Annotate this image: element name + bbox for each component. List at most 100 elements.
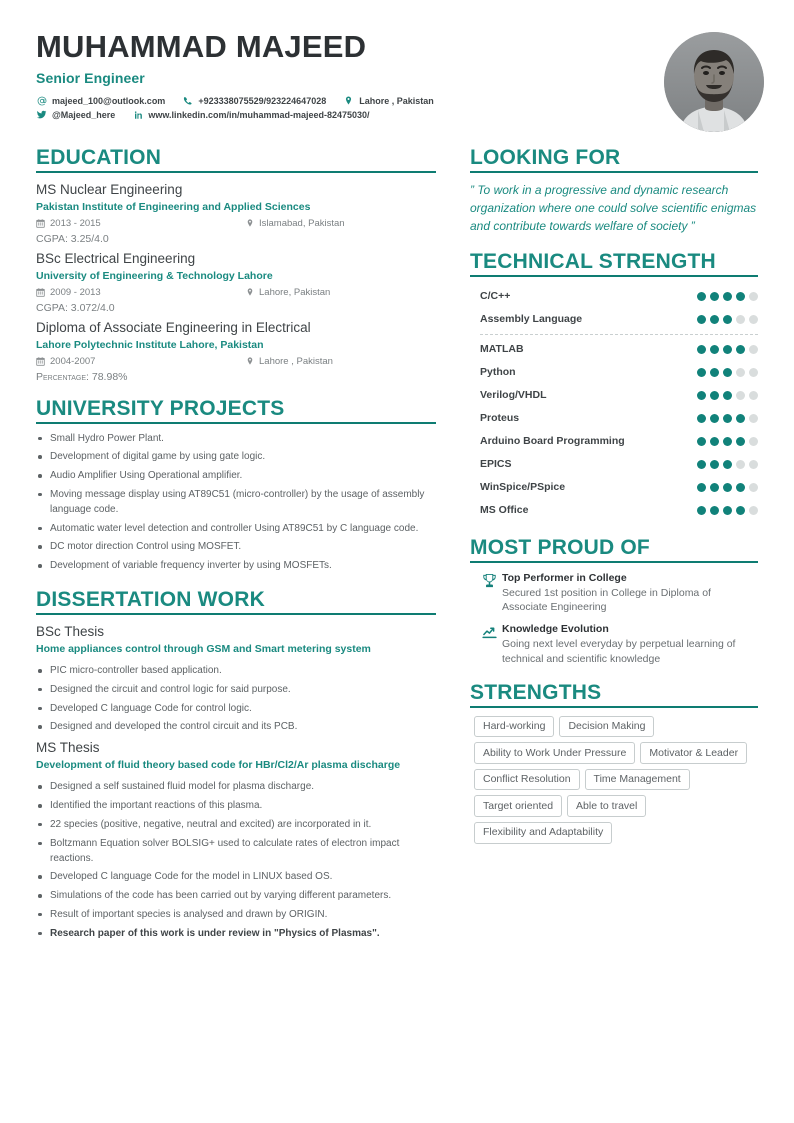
proud-title: Top Performer in College xyxy=(502,571,627,584)
rating-dot xyxy=(736,436,745,446)
education-location: Islamabad, Pakistan xyxy=(246,218,345,229)
rating-dot xyxy=(736,314,745,324)
education-date-text: 2009 - 2013 xyxy=(50,286,101,298)
list-item: Designed and developed the control circu… xyxy=(36,720,436,735)
proud-body: Knowledge Evolution Going next level eve… xyxy=(502,622,758,667)
skill-row: Arduino Board Programming xyxy=(470,430,758,453)
rating-dot xyxy=(710,505,719,515)
thesis-title: BSc Thesis xyxy=(36,623,105,639)
rating-dot xyxy=(697,314,706,324)
list-item: 22 species (positive, negative, neutral … xyxy=(36,818,436,833)
rating-dot xyxy=(749,314,758,324)
dissertation-entry: BSc Thesis Home appliances control throu… xyxy=(36,623,436,735)
chart-line-icon xyxy=(476,622,502,639)
location-pin-icon xyxy=(246,287,254,297)
rating-dot xyxy=(697,367,706,377)
rating-dot xyxy=(736,505,745,515)
section-strengths: STRENGTHS Hard-working Decision Making A… xyxy=(470,681,758,849)
strengths-tag-list: Hard-working Decision Making Ability to … xyxy=(470,715,758,849)
skill-label: MATLAB xyxy=(480,343,524,356)
contact-twitter[interactable]: @Majeed_here xyxy=(36,109,115,120)
rating-dot xyxy=(736,413,745,423)
resume-body: EDUCATION MS Nuclear Engineering Pakista… xyxy=(0,132,794,956)
most-proud-heading: MOST PROUD OF xyxy=(470,535,650,559)
rating-dot xyxy=(710,314,719,324)
proud-item: Knowledge Evolution Going next level eve… xyxy=(470,622,758,667)
calendar-icon xyxy=(36,356,45,366)
education-item: BSc Electrical Engineering University of… xyxy=(36,250,436,314)
section-dissertation-work: DISSERTATION WORK BSc Thesis Home applia… xyxy=(36,588,436,942)
rating-dot xyxy=(736,482,745,492)
education-heading: EDUCATION xyxy=(36,146,162,169)
list-item: Development of variable frequency invert… xyxy=(36,559,436,574)
list-item: Audio Amplifier Using Operational amplif… xyxy=(36,469,436,484)
rating-dot xyxy=(710,482,719,492)
skill-row: MATLAB xyxy=(470,338,758,361)
contact-linkedin[interactable]: www.linkedin.com/in/muhammad-majeed-8247… xyxy=(132,109,370,120)
skill-rating xyxy=(693,505,758,515)
education-location-text: Lahore, Pakistan xyxy=(259,286,331,298)
location-pin-icon xyxy=(246,218,254,228)
strength-tag: Able to travel xyxy=(567,795,647,817)
university-projects-heading: UNIVERSITY PROJECTS xyxy=(36,396,285,420)
skill-row: Assembly Language xyxy=(470,308,758,331)
section-university-projects: UNIVERSITY PROJECTS Small Hydro Power Pl… xyxy=(36,397,436,574)
skill-row: MS Office xyxy=(470,499,758,522)
education-degree: BSc Electrical Engineering xyxy=(36,250,196,266)
dissertation-entry: MS Thesis Development of fluid theory ba… xyxy=(36,739,436,941)
skill-row: EPICS xyxy=(470,453,758,476)
contact-row-primary: majeed_100@outlook.com +923338075529/923… xyxy=(36,95,654,106)
skill-label: WinSpice/PSpice xyxy=(480,481,566,494)
list-item: Designed a self sustained fluid model fo… xyxy=(36,780,436,795)
candidate-name: MUHAMMAD MAJEED xyxy=(36,29,367,64)
rating-dot xyxy=(723,482,732,492)
contact-phone-text: +923338075529/923224647028 xyxy=(198,95,327,106)
strengths-heading: STRENGTHS xyxy=(470,680,602,704)
candidate-job-title: Senior Engineer xyxy=(36,70,145,87)
proud-description: Secured 1st position in College in Diplo… xyxy=(502,586,711,614)
skill-label: C/C++ xyxy=(480,290,511,303)
thesis-subtitle: Development of fluid theory based code f… xyxy=(36,759,401,772)
avatar xyxy=(664,32,764,132)
contact-email[interactable]: majeed_100@outlook.com xyxy=(36,95,165,106)
education-meta: 2004-2007 Lahore , Pakistan xyxy=(36,356,436,367)
profile-photo xyxy=(664,32,764,132)
section-divider xyxy=(470,170,758,173)
education-school: Pakistan Institute of Engineering and Ap… xyxy=(36,201,311,214)
education-date: 2009 - 2013 xyxy=(36,287,246,298)
list-item: Developed C language Code for the model … xyxy=(36,870,436,885)
university-projects-list: Small Hydro Power Plant. Development of … xyxy=(36,432,436,574)
rating-dot xyxy=(723,390,732,400)
proud-description: Going next level everyday by perpetual l… xyxy=(502,638,736,665)
list-item: Development of digital game by using gat… xyxy=(36,450,436,465)
dissertation-heading: DISSERTATION WORK xyxy=(36,587,265,611)
rating-dot xyxy=(723,413,732,423)
section-divider xyxy=(36,612,436,615)
rating-dot xyxy=(710,291,719,301)
education-location-text: Lahore , Pakistan xyxy=(259,355,333,367)
rating-dot xyxy=(710,367,719,377)
section-divider xyxy=(470,705,758,708)
skill-rating xyxy=(693,413,758,423)
location-pin-icon xyxy=(343,95,354,106)
rating-dot xyxy=(749,344,758,354)
skill-label: Arduino Board Programming xyxy=(480,435,625,448)
profile-photo-container xyxy=(664,30,764,132)
skill-row: Verilog/VHDL xyxy=(470,384,758,407)
list-item: Boltzmann Equation solver BOLSIG+ used t… xyxy=(36,837,436,867)
proud-body: Top Performer in College Secured 1st pos… xyxy=(502,571,758,616)
skill-rating xyxy=(693,482,758,492)
rating-dot xyxy=(723,291,732,301)
education-degree: MS Nuclear Engineering xyxy=(36,181,183,197)
rating-dot xyxy=(736,459,745,469)
contact-phone[interactable]: +923338075529/923224647028 xyxy=(182,95,326,106)
rating-dot xyxy=(710,413,719,423)
education-date-text: 2004-2007 xyxy=(50,355,96,367)
skill-label: Assembly Language xyxy=(480,313,583,326)
strength-tag: Decision Making xyxy=(559,715,655,738)
skill-row: WinSpice/PSpice xyxy=(470,476,758,499)
education-extra: CGPA: 3.25/4.0 xyxy=(36,232,109,245)
section-education: EDUCATION MS Nuclear Engineering Pakista… xyxy=(36,146,436,383)
thesis-title: MS Thesis xyxy=(36,740,100,756)
objective-quote: ” To work in a progressive and dynamic r… xyxy=(470,182,757,234)
